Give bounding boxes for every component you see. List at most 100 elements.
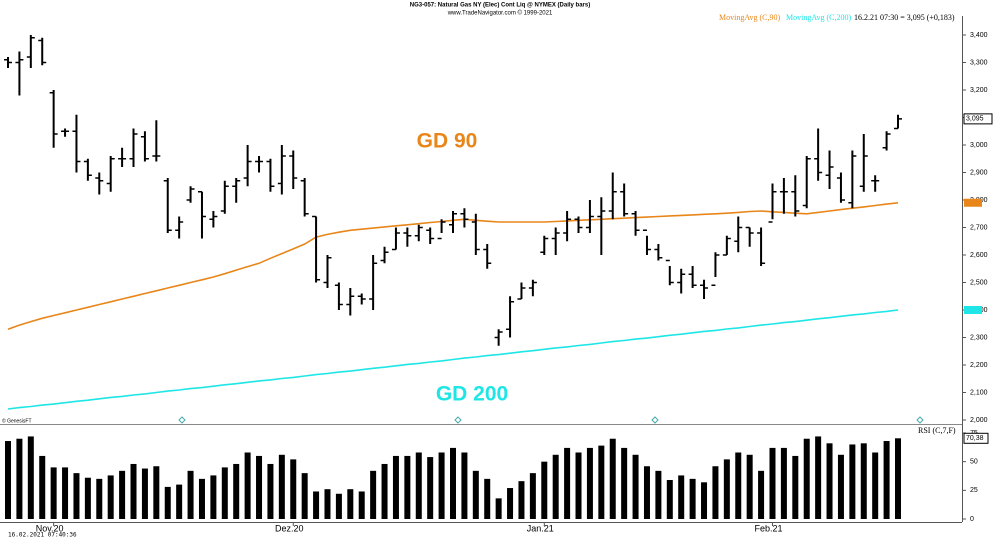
ohlc-bar — [836, 172, 845, 203]
rsi-bar — [221, 467, 228, 519]
x-tick-label: Feb.21 — [754, 523, 782, 533]
ohlc-bar — [300, 178, 309, 217]
rsi-bar — [758, 470, 765, 519]
rsi-bar — [621, 447, 628, 519]
rsi-bar — [290, 459, 297, 519]
y-tick-label: 2,100 — [970, 389, 988, 396]
rsi-bar — [278, 454, 285, 519]
ohlc-bar — [140, 131, 149, 162]
axis-diamonds — [178, 416, 924, 424]
y-tick-label: 3,000 — [970, 142, 988, 149]
ohlc-bar — [391, 227, 400, 251]
ohlc-bar — [745, 226, 754, 247]
quote: 16.2.21 07:30 = 3,095 (+0,183) — [854, 13, 955, 22]
ohlc-bar — [175, 216, 184, 239]
ohlc-bar — [449, 211, 457, 233]
moving-average-marker — [964, 198, 982, 207]
ohlc-bar — [528, 279, 537, 297]
ohlc-bar — [585, 200, 594, 233]
y-tick-label: 2,300 — [970, 334, 988, 341]
moving-average-line — [7, 309, 899, 410]
y-tick-label: 2,200 — [970, 362, 988, 369]
ohlc-bar — [791, 175, 800, 217]
rsi-bar — [62, 467, 69, 519]
rsi-bar — [895, 438, 901, 519]
rsi-bar — [107, 475, 114, 519]
ohlc-bar — [734, 216, 743, 253]
ohlc-bar — [334, 282, 343, 310]
ohlc-bar — [106, 156, 115, 192]
price-marker — [963, 113, 993, 125]
y-tick-label: 2,000 — [970, 417, 988, 424]
ohlc-bar — [163, 178, 172, 233]
ohlc-bar — [437, 219, 446, 240]
rsi-bar — [392, 455, 399, 519]
ohlc-bar — [654, 244, 663, 261]
ohlc-bar — [894, 114, 902, 130]
y-tick-label: 0 — [970, 516, 974, 523]
rsi-bar — [210, 475, 217, 519]
ohlc-bar — [608, 172, 617, 220]
rsi-bar — [712, 466, 719, 519]
ohlc-bar — [563, 211, 572, 242]
ohlc-bar — [631, 211, 640, 236]
rsi-bar — [678, 475, 685, 519]
ohlc-bar — [323, 255, 332, 288]
ohlc-bar — [38, 37, 47, 66]
ohlc-bar — [49, 90, 58, 148]
rsi-title: RSI (C,7,F) — [918, 426, 956, 435]
moving-average-marker — [964, 306, 982, 314]
ohlc-bar — [471, 213, 480, 255]
rsi-bar — [780, 447, 787, 519]
y-tick-label: 2,600 — [970, 252, 988, 259]
chart-title: NG3-057: Natural Gas NY (Elec) Cont Liq … — [410, 3, 590, 9]
rsi-bar — [267, 463, 274, 519]
rsi-bar — [575, 452, 582, 519]
rsi-bar — [370, 470, 377, 519]
rsi-bar — [860, 443, 867, 519]
rsi-bar — [324, 489, 331, 519]
rsi-bar — [769, 447, 776, 519]
rsi-bar — [826, 443, 833, 519]
ohlc-bar — [779, 178, 788, 214]
ohlc-bar — [129, 128, 138, 167]
ohlc-bar — [152, 120, 161, 162]
rsi-bar — [438, 452, 445, 519]
ohlc-bar — [711, 252, 720, 286]
source: © GenesisFT — [2, 417, 32, 424]
rsi-bar — [313, 491, 320, 519]
rsi-bar — [176, 484, 183, 519]
ohlc-bar — [517, 282, 526, 300]
rsi-bar — [507, 488, 514, 519]
ohlc-bar — [255, 156, 264, 173]
timestamp: 16.02.2021 07:40:36 — [8, 532, 77, 539]
rsi-bar — [609, 438, 616, 519]
rsi-bar — [84, 477, 91, 519]
x-tick-label: Dez.20 — [275, 523, 304, 533]
rsi-bar — [27, 436, 34, 519]
ohlc-bar — [802, 156, 811, 209]
y-tick-label: 2,900 — [970, 169, 988, 176]
rsi-bar — [73, 473, 80, 519]
rsi-bar — [803, 438, 810, 519]
rsi-bar — [96, 478, 103, 519]
rsi-bar — [153, 466, 160, 519]
chart-subtitle: www.TradeNavigator.com © 1999-2021 — [447, 10, 553, 17]
rsi-bar — [746, 454, 753, 519]
rsi-bar — [883, 441, 890, 519]
rsi-bar — [689, 478, 696, 519]
rsi-bar — [495, 498, 502, 519]
rsi-bar — [815, 436, 822, 519]
rsi-bar — [564, 447, 571, 519]
ohlc-bar — [460, 208, 469, 228]
x-tick-label: Jan.21 — [527, 523, 554, 533]
rsi-bar — [837, 454, 844, 519]
ohlc-bar — [722, 235, 731, 256]
rsi-bar — [335, 493, 342, 519]
y-tick-label: 3,400 — [970, 32, 988, 39]
ohlc-bar — [209, 211, 218, 228]
ohlc-bar — [540, 235, 549, 255]
rsi-bar — [198, 478, 205, 519]
ohlc-bar — [15, 51, 24, 96]
ohlc-bar — [882, 131, 891, 151]
